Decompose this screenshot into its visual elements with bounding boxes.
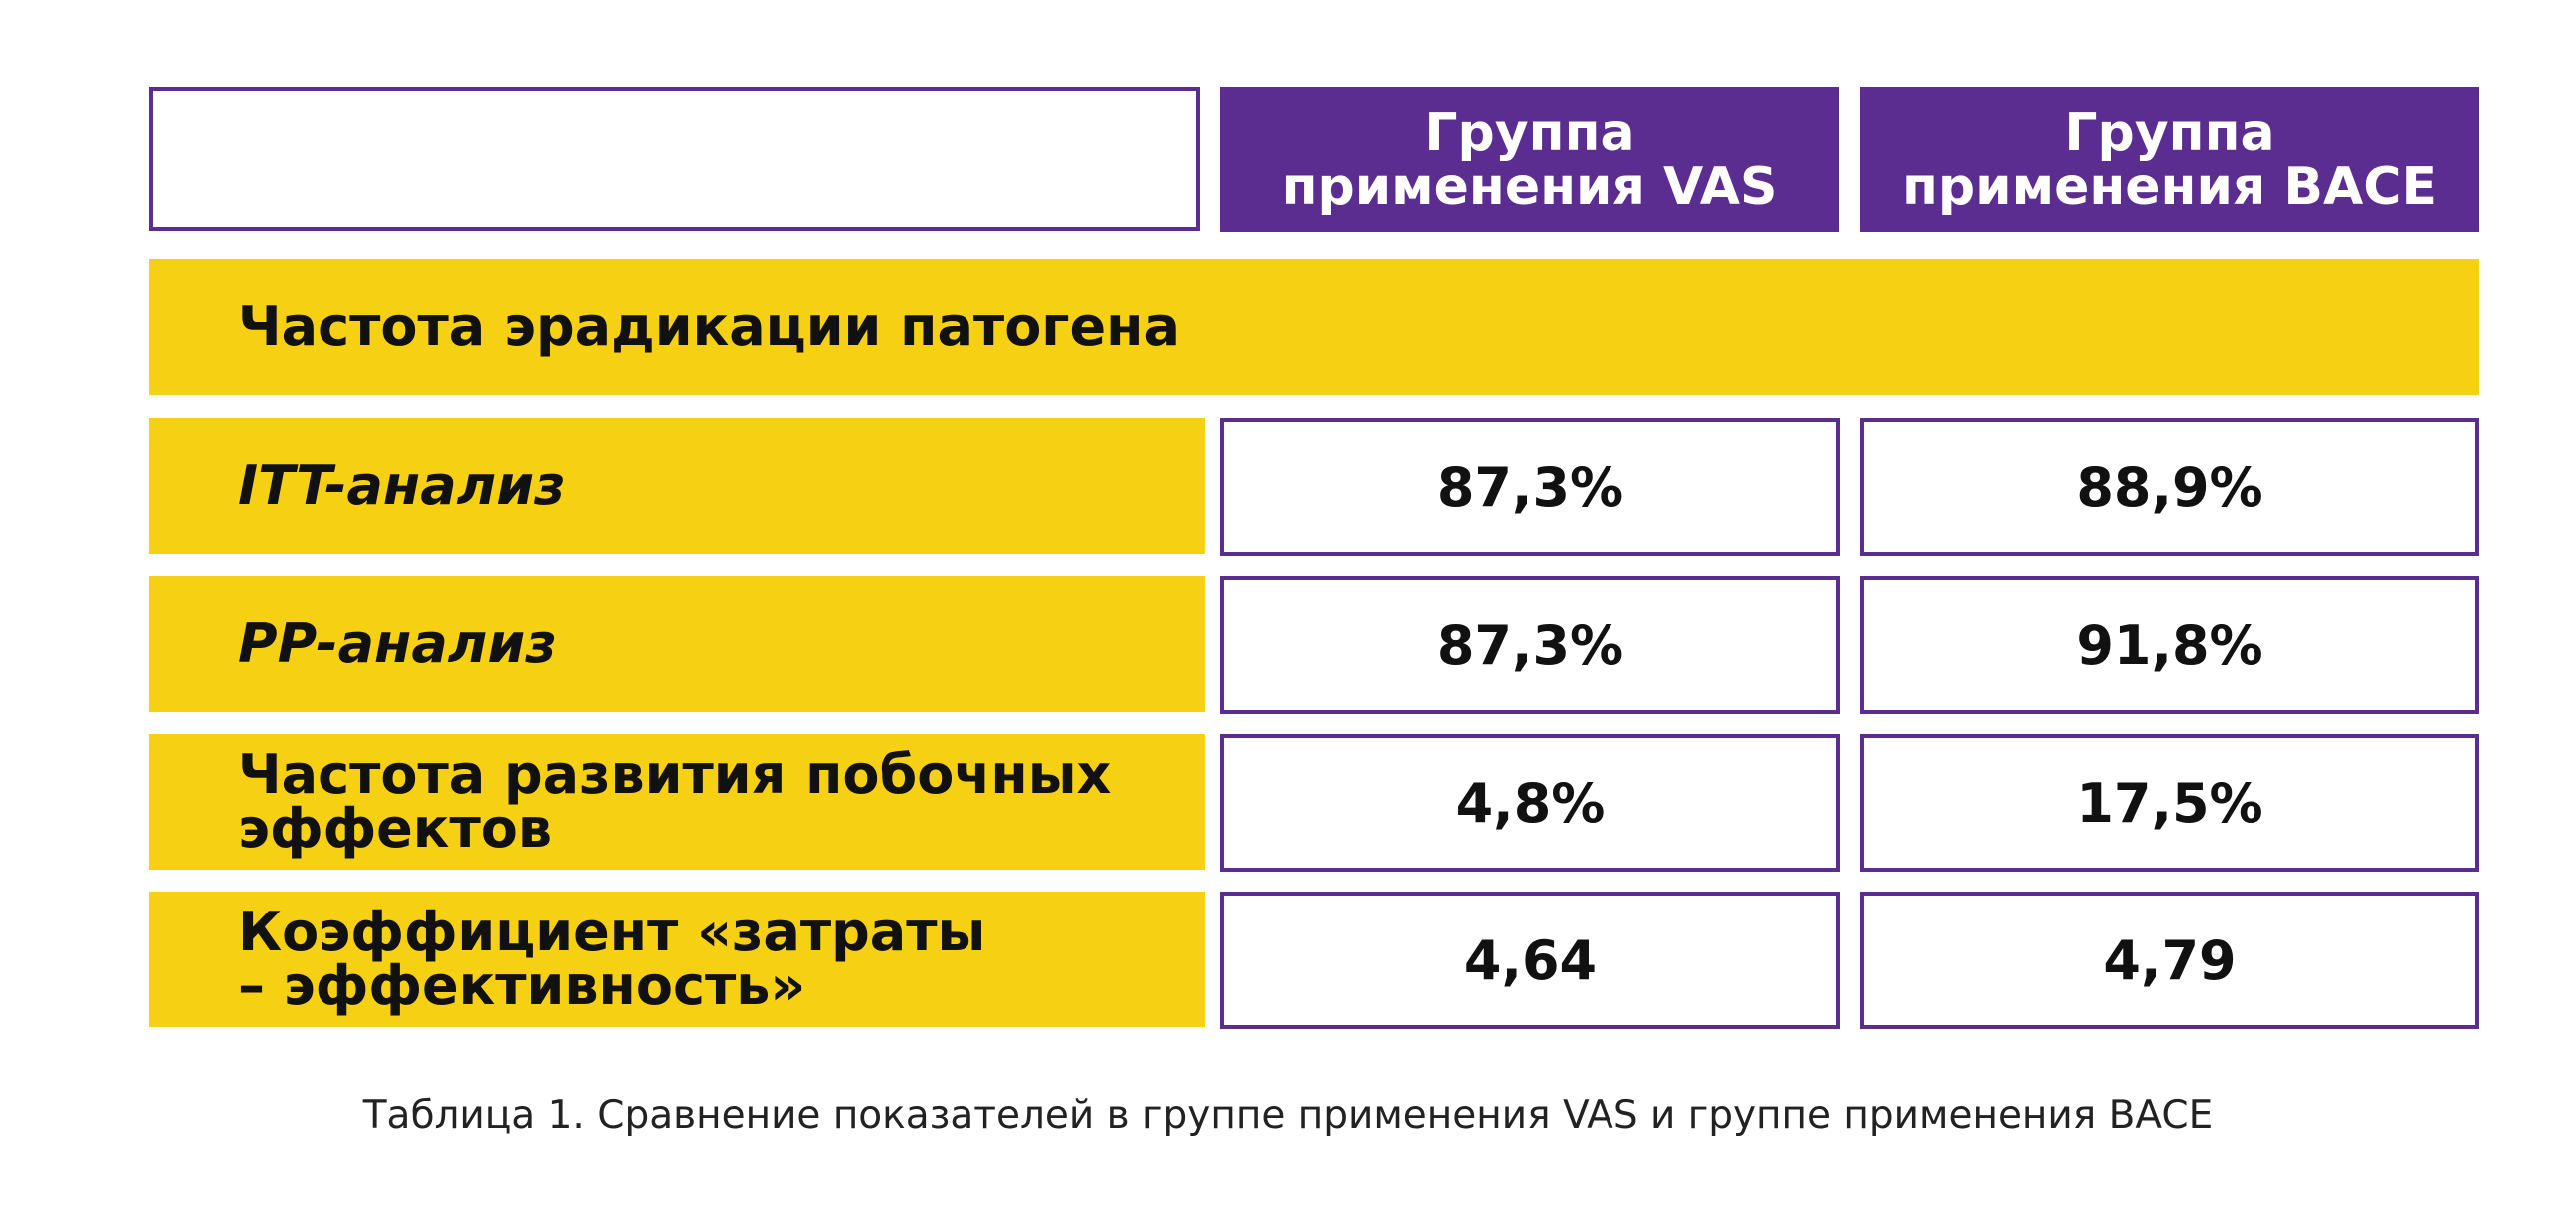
row-label-line2: – эффективность»: [238, 954, 806, 1017]
row-label-pp: PP-анализ: [149, 576, 1205, 712]
section-title: Частота эрадикации патогена: [238, 295, 1180, 358]
section-title-row: Частота эрадикации патогена: [149, 259, 2479, 395]
table-caption: Таблица 1. Сравнение показателей в групп…: [362, 1093, 2214, 1138]
header-bace-line2: применения BACE: [1902, 156, 2437, 217]
row-label-line1: Коэффициент «затраты: [238, 901, 986, 963]
row-itt-vas-value: 87,3%: [1220, 418, 1840, 556]
row-label-cost-effectiveness: Коэффициент «затраты – эффективность»: [149, 892, 1205, 1027]
row-itt-bace-value: 88,9%: [1860, 418, 2479, 556]
value-text: 4,79: [2103, 928, 2237, 992]
row-pp-bace-value: 91,8%: [1860, 576, 2479, 714]
header-vas-group: Группа применения VAS: [1220, 87, 1839, 232]
row-label-itt: ITT-анализ: [149, 418, 1205, 554]
value-text: 4,64: [1463, 928, 1598, 992]
row-label-text: PP-анализ: [238, 612, 557, 675]
header-vas-line1: Группа: [1424, 102, 1635, 163]
header-bace-line1: Группа: [2064, 102, 2275, 163]
row-label-line1: Частота развития побочных: [238, 743, 1112, 806]
value-text: 91,8%: [2076, 613, 2263, 677]
row-label-text: ITT-анализ: [238, 454, 566, 517]
row-side-effects-vas-value: 4,8%: [1220, 734, 1840, 872]
value-text: 87,3%: [1436, 455, 1624, 519]
value-text: 17,5%: [2076, 771, 2263, 835]
value-text: 88,9%: [2076, 455, 2263, 519]
row-cost-bace-value: 4,79: [1860, 892, 2479, 1029]
value-text: 4,8%: [1455, 771, 1606, 835]
header-vas-line2: применения VAS: [1281, 156, 1778, 217]
row-side-effects-bace-value: 17,5%: [1860, 734, 2479, 872]
row-cost-vas-value: 4,64: [1220, 892, 1840, 1029]
empty-header-cell: [149, 87, 1200, 231]
value-text: 87,3%: [1436, 613, 1624, 677]
row-label-side-effects: Частота развития побочных эффектов: [149, 734, 1205, 870]
row-pp-vas-value: 87,3%: [1220, 576, 1840, 714]
header-bace-group: Группа применения BACE: [1860, 87, 2479, 232]
row-label-line2: эффектов: [238, 797, 553, 860]
